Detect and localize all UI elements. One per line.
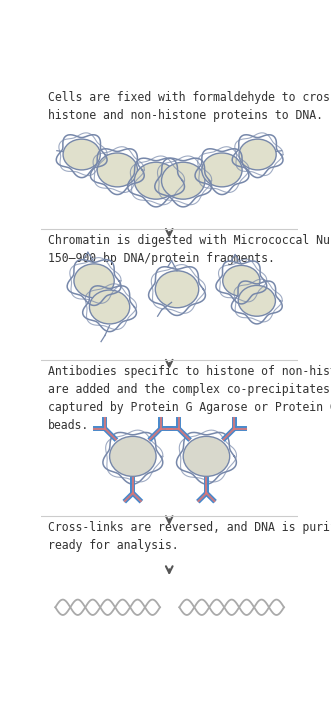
- Ellipse shape: [202, 153, 242, 187]
- Text: Antibodies specific to histone of non-histone proteins
are added and the complex: Antibodies specific to histone of non-hi…: [48, 364, 331, 432]
- Text: Cross-links are reversed, and DNA is purified and
ready for analysis.: Cross-links are reversed, and DNA is pur…: [48, 521, 331, 552]
- Ellipse shape: [110, 437, 156, 476]
- Ellipse shape: [239, 139, 276, 170]
- Ellipse shape: [155, 271, 199, 308]
- Ellipse shape: [238, 286, 275, 316]
- Text: Cells are fixed with formaldehyde to cross-link
histone and non-histone proteins: Cells are fixed with formaldehyde to cro…: [48, 91, 331, 122]
- Text: Chromatin is digested with Micrococcal Nuclease into
150–900 bp DNA/protein frag: Chromatin is digested with Micrococcal N…: [48, 234, 331, 265]
- Ellipse shape: [63, 139, 100, 170]
- Ellipse shape: [74, 264, 114, 298]
- Ellipse shape: [183, 437, 230, 476]
- Ellipse shape: [162, 162, 205, 199]
- Ellipse shape: [134, 162, 178, 199]
- Ellipse shape: [97, 153, 137, 187]
- Ellipse shape: [223, 265, 260, 296]
- Ellipse shape: [89, 290, 130, 324]
